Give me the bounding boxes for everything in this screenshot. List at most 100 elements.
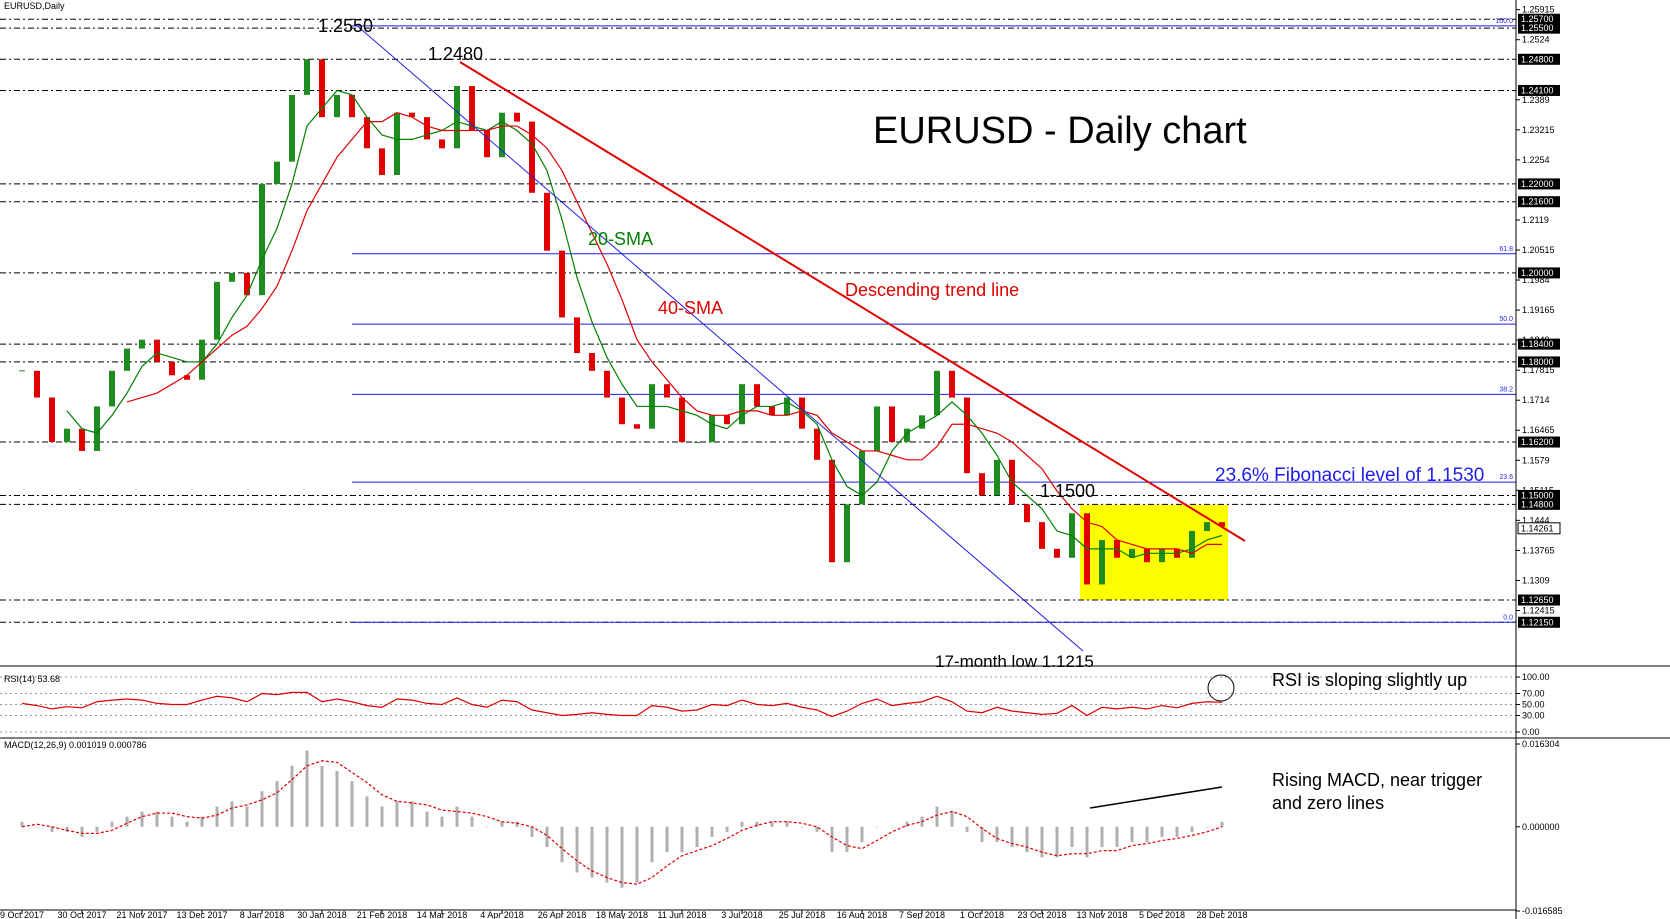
macd-bar: [1040, 826, 1044, 858]
candle: [259, 183, 265, 296]
macd-bar: [95, 826, 99, 832]
candle: [799, 397, 805, 429]
macd-bar: [425, 811, 429, 827]
candle: [1189, 531, 1195, 558]
level-box: [1518, 338, 1560, 350]
macd-bar: [530, 826, 534, 837]
macd-bar: [455, 806, 459, 827]
macd-bar: [860, 826, 864, 843]
macd-bar: [1100, 826, 1104, 848]
candle: [274, 161, 280, 184]
y-tick-label: 0.000000: [1522, 822, 1560, 832]
macd-bar: [1085, 826, 1089, 858]
price-label: 1.14261: [1521, 523, 1554, 533]
candle: [79, 428, 85, 451]
annotation: 1.1500: [1040, 481, 1095, 501]
candle: [1099, 539, 1105, 585]
macd-bar: [110, 821, 114, 827]
candle: [304, 59, 310, 95]
symbol-label: EURUSD,Daily: [4, 1, 65, 11]
candle: [64, 428, 70, 443]
x-tick-label: 5 Dec 2018: [1139, 910, 1185, 919]
x-tick-label: 26 Apr 2018: [538, 910, 587, 919]
candle: [244, 272, 250, 296]
candle: [724, 415, 730, 425]
candle: [109, 370, 115, 407]
macd-bar: [35, 826, 39, 828]
macd-bar: [320, 765, 324, 827]
macd-bar: [740, 821, 744, 827]
macd-bar: [845, 826, 849, 853]
macd-bar: [80, 826, 84, 837]
macd-bar: [380, 806, 384, 827]
macd-bar: [1055, 826, 1059, 858]
macd-bar: [875, 826, 879, 828]
signal-line: [21, 760, 1223, 885]
macd-bar: [1145, 826, 1149, 843]
candle: [469, 85, 475, 131]
candle: [49, 397, 55, 443]
macd-bar: [350, 781, 354, 827]
level-label: 1.25700: [1521, 14, 1554, 24]
candle: [619, 397, 625, 425]
macd-bar: [785, 821, 789, 827]
y-tick-label: 1.1984: [1522, 275, 1550, 285]
level-label: 1.25500: [1521, 23, 1554, 33]
y-tick-label: -0.016585: [1522, 906, 1563, 916]
y-tick-label: 1.1714: [1522, 395, 1550, 405]
x-tick-label: 21 Feb 2018: [357, 910, 408, 919]
candle: [379, 148, 385, 176]
candle: [784, 397, 790, 416]
candle: [34, 370, 40, 398]
annotation: 1.2550: [318, 16, 373, 36]
candle: [904, 428, 910, 443]
y-tick-label: 1.1579: [1522, 455, 1550, 465]
x-tick-label: 13 Nov 2018: [1076, 910, 1127, 919]
y-tick-label: 70.00: [1522, 689, 1545, 699]
level-box: [1518, 22, 1560, 34]
x-tick-label: 11 Jun 2018: [658, 910, 707, 919]
candle: [214, 281, 220, 340]
macd-bar: [1175, 826, 1179, 837]
macd-bar: [50, 826, 54, 832]
macd-bar: [125, 816, 129, 827]
level-box: [1518, 594, 1560, 606]
x-tick-label: 25 Jul 2018: [779, 910, 826, 919]
macd-bar: [65, 826, 69, 832]
marks-layer: [19, 59, 1225, 888]
level-label: 1.15000: [1521, 490, 1554, 500]
macd-bar: [215, 806, 219, 827]
candle: [559, 250, 565, 318]
candle: [874, 406, 880, 451]
macd-bar: [185, 821, 189, 827]
level-box: [1518, 13, 1560, 25]
candle: [514, 112, 520, 122]
x-tick-label: 30 Oct 2017: [57, 910, 106, 919]
x-tick-label: 7 Sep 2018: [899, 910, 945, 919]
candle: [409, 112, 415, 118]
candle: [1204, 522, 1210, 532]
macd-bar: [395, 801, 399, 827]
candle: [439, 139, 445, 149]
candle: [364, 117, 370, 149]
level-label: 1.20000: [1521, 268, 1554, 278]
macd-bar: [515, 821, 519, 827]
rsi-title: RSI(14) 53.68: [4, 674, 60, 684]
level-label: 1.12650: [1521, 595, 1554, 605]
candle: [754, 384, 760, 407]
candle: [994, 459, 1000, 496]
macd-bar: [905, 821, 909, 827]
macd-bar: [1130, 826, 1134, 843]
level-label: 1.24800: [1521, 54, 1554, 64]
candle: [229, 272, 235, 282]
y-tick-label: 100.00: [1522, 672, 1550, 682]
candle: [694, 442, 700, 444]
macd-bar: [770, 821, 774, 827]
macd-bar: [260, 791, 264, 827]
macd-bar: [1220, 821, 1224, 827]
macd-bar: [575, 826, 579, 873]
fib-label: 61.8: [1499, 246, 1513, 253]
